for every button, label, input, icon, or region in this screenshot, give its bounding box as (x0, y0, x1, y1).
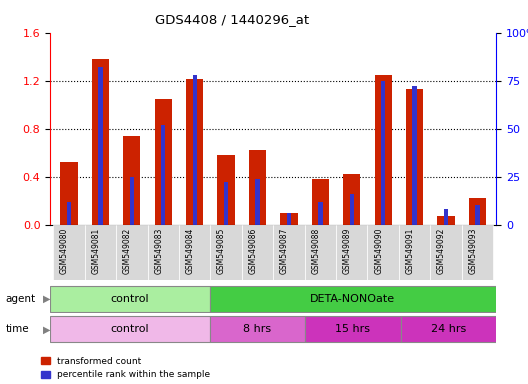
Text: ▶: ▶ (43, 293, 51, 304)
Bar (242, 225, 274, 280)
Bar (430, 225, 462, 280)
Bar (123, 136, 140, 225)
Text: time: time (5, 324, 29, 334)
Bar (312, 179, 329, 225)
Bar (67, 202, 71, 225)
Bar (305, 316, 401, 342)
Bar (130, 177, 134, 225)
Bar (367, 225, 399, 280)
Text: GSM549092: GSM549092 (437, 227, 446, 274)
Text: GDS4408 / 1440296_at: GDS4408 / 1440296_at (155, 13, 309, 26)
Bar (218, 155, 235, 225)
Text: GSM549081: GSM549081 (91, 227, 100, 274)
Bar (280, 213, 298, 225)
Bar (399, 225, 430, 280)
Bar (193, 75, 197, 225)
Text: GSM549087: GSM549087 (280, 227, 289, 274)
Bar (60, 162, 78, 225)
Text: GSM549084: GSM549084 (186, 227, 195, 274)
Bar (249, 150, 266, 225)
Bar (84, 225, 116, 280)
Bar (116, 225, 147, 280)
Bar (210, 225, 242, 280)
Bar (98, 67, 102, 225)
Text: GSM549093: GSM549093 (468, 227, 477, 274)
Bar (318, 202, 323, 225)
Text: GSM549091: GSM549091 (406, 227, 414, 274)
Legend: transformed count, percentile rank within the sample: transformed count, percentile rank withi… (42, 357, 210, 379)
Bar (210, 286, 496, 311)
Bar (381, 81, 385, 225)
Text: 24 hrs: 24 hrs (431, 324, 466, 334)
Bar (50, 316, 210, 342)
Text: 15 hrs: 15 hrs (335, 324, 371, 334)
Bar (256, 179, 260, 225)
Text: agent: agent (5, 293, 35, 304)
Bar (210, 316, 305, 342)
Text: GSM549090: GSM549090 (374, 227, 383, 274)
Bar (53, 225, 84, 280)
Text: GSM549082: GSM549082 (123, 227, 132, 274)
Bar (186, 79, 203, 225)
Text: control: control (110, 324, 149, 334)
Bar (444, 209, 448, 225)
Text: 8 hrs: 8 hrs (243, 324, 271, 334)
Bar (224, 182, 228, 225)
Text: GSM549080: GSM549080 (60, 227, 69, 274)
Bar (287, 213, 291, 225)
Text: DETA-NONOate: DETA-NONOate (310, 293, 395, 304)
Bar (336, 225, 367, 280)
Bar (92, 59, 109, 225)
Text: GSM549088: GSM549088 (312, 227, 320, 274)
Bar (374, 74, 392, 225)
Bar (350, 194, 354, 225)
Bar (412, 86, 417, 225)
Bar (305, 225, 336, 280)
Bar (274, 225, 305, 280)
Bar (437, 216, 455, 225)
Text: ▶: ▶ (43, 324, 51, 334)
Bar (50, 286, 210, 311)
Text: GSM549085: GSM549085 (217, 227, 226, 274)
Bar (179, 225, 210, 280)
Text: control: control (110, 293, 149, 304)
Bar (469, 198, 486, 225)
Bar (462, 225, 493, 280)
Bar (475, 205, 479, 225)
Bar (401, 316, 496, 342)
Bar (343, 174, 361, 225)
Bar (406, 89, 423, 225)
Text: GSM549086: GSM549086 (249, 227, 258, 274)
Bar (155, 99, 172, 225)
Bar (161, 125, 165, 225)
Text: GSM549083: GSM549083 (154, 227, 163, 274)
Text: GSM549089: GSM549089 (343, 227, 352, 274)
Bar (147, 225, 179, 280)
